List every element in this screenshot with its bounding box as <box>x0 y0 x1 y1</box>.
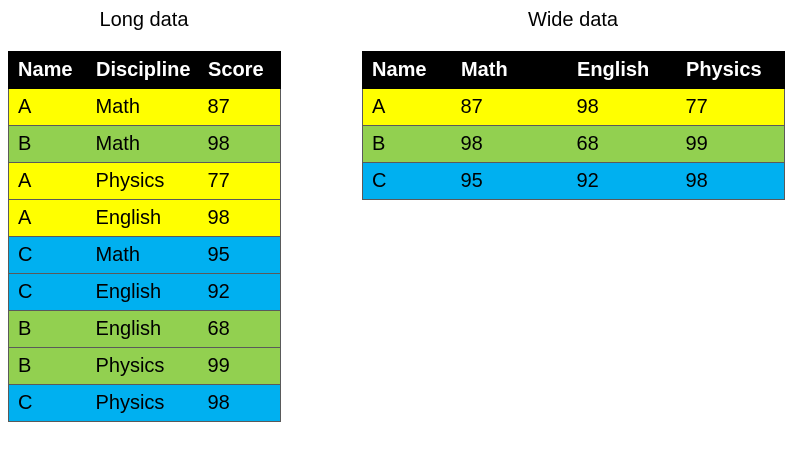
wide-header-row: Name Math English Physics <box>362 51 785 89</box>
table-cell: 77 <box>676 88 785 126</box>
table-cell: A <box>8 199 87 237</box>
table-cell: Physics <box>86 384 199 422</box>
table-cell: Math <box>86 88 199 126</box>
table-cell: 68 <box>567 125 677 163</box>
table-cell: B <box>8 310 87 348</box>
long-data-title: Long data <box>99 9 189 31</box>
table-cell: 92 <box>198 273 281 311</box>
wide-header-cell: Name <box>362 51 452 89</box>
table-row: C Math 95 <box>8 236 281 274</box>
table-row: B English 68 <box>8 310 281 348</box>
table-cell: Physics <box>86 162 199 200</box>
table-row: C 95 92 98 <box>362 162 785 200</box>
long-header-row: Name Discipline Score <box>8 51 281 89</box>
table-cell: 98 <box>567 88 677 126</box>
table-cell: 98 <box>198 199 281 237</box>
table-cell: 95 <box>198 236 281 274</box>
wide-header-cell: Physics <box>676 51 785 89</box>
table-row: A Physics 77 <box>8 162 281 200</box>
wide-header-cell: Math <box>451 51 568 89</box>
table-cell: 77 <box>198 162 281 200</box>
table-cell: Math <box>86 125 199 163</box>
table-cell: A <box>8 162 87 200</box>
long-data-table: Name Discipline Score A Math 87 B Math 98 A Physi… <box>8 51 281 422</box>
table-cell: English <box>86 199 199 237</box>
table-row: C Physics 98 <box>8 384 281 422</box>
long-table-body: A Math 87 B Math 98 A Physics 77 A English 98 C Math 9… <box>8 88 281 422</box>
table-cell: 92 <box>567 162 677 200</box>
table-cell: 68 <box>198 310 281 348</box>
table-cell: 98 <box>451 125 568 163</box>
table-cell: 87 <box>198 88 281 126</box>
table-cell: English <box>86 310 199 348</box>
table-cell: B <box>8 125 87 163</box>
table-row: A 87 98 77 <box>362 88 785 126</box>
table-cell: B <box>8 347 87 385</box>
table-cell: 98 <box>198 384 281 422</box>
table-cell: Physics <box>86 347 199 385</box>
table-cell: A <box>362 88 452 126</box>
table-cell: A <box>8 88 87 126</box>
table-row: B Physics 99 <box>8 347 281 385</box>
table-cell: 99 <box>676 125 785 163</box>
wide-header-cell: English <box>567 51 677 89</box>
wide-table-body: A 87 98 77 B 98 68 99 C 95 92 98 <box>362 88 785 200</box>
table-row: B 98 68 99 <box>362 125 785 163</box>
wide-data-title: Wide data <box>527 9 619 31</box>
table-cell: C <box>8 236 87 274</box>
table-cell: Math <box>86 236 199 274</box>
long-header-cell: Discipline <box>86 51 199 89</box>
table-cell: 98 <box>676 162 785 200</box>
table-cell: 95 <box>451 162 568 200</box>
table-cell: C <box>8 273 87 311</box>
table-row: A English 98 <box>8 199 281 237</box>
table-cell: English <box>86 273 199 311</box>
table-row: C English 92 <box>8 273 281 311</box>
long-header-cell: Name <box>8 51 87 89</box>
table-cell: C <box>362 162 452 200</box>
table-row: A Math 87 <box>8 88 281 126</box>
table-cell: C <box>8 384 87 422</box>
table-cell: B <box>362 125 452 163</box>
table-cell: 98 <box>198 125 281 163</box>
long-header-cell: Score <box>198 51 281 89</box>
table-cell: 99 <box>198 347 281 385</box>
table-row: B Math 98 <box>8 125 281 163</box>
table-cell: 87 <box>451 88 568 126</box>
wide-data-table: Name Math English Physics A 87 98 77 B 98 68 99 C 95… <box>362 51 785 200</box>
